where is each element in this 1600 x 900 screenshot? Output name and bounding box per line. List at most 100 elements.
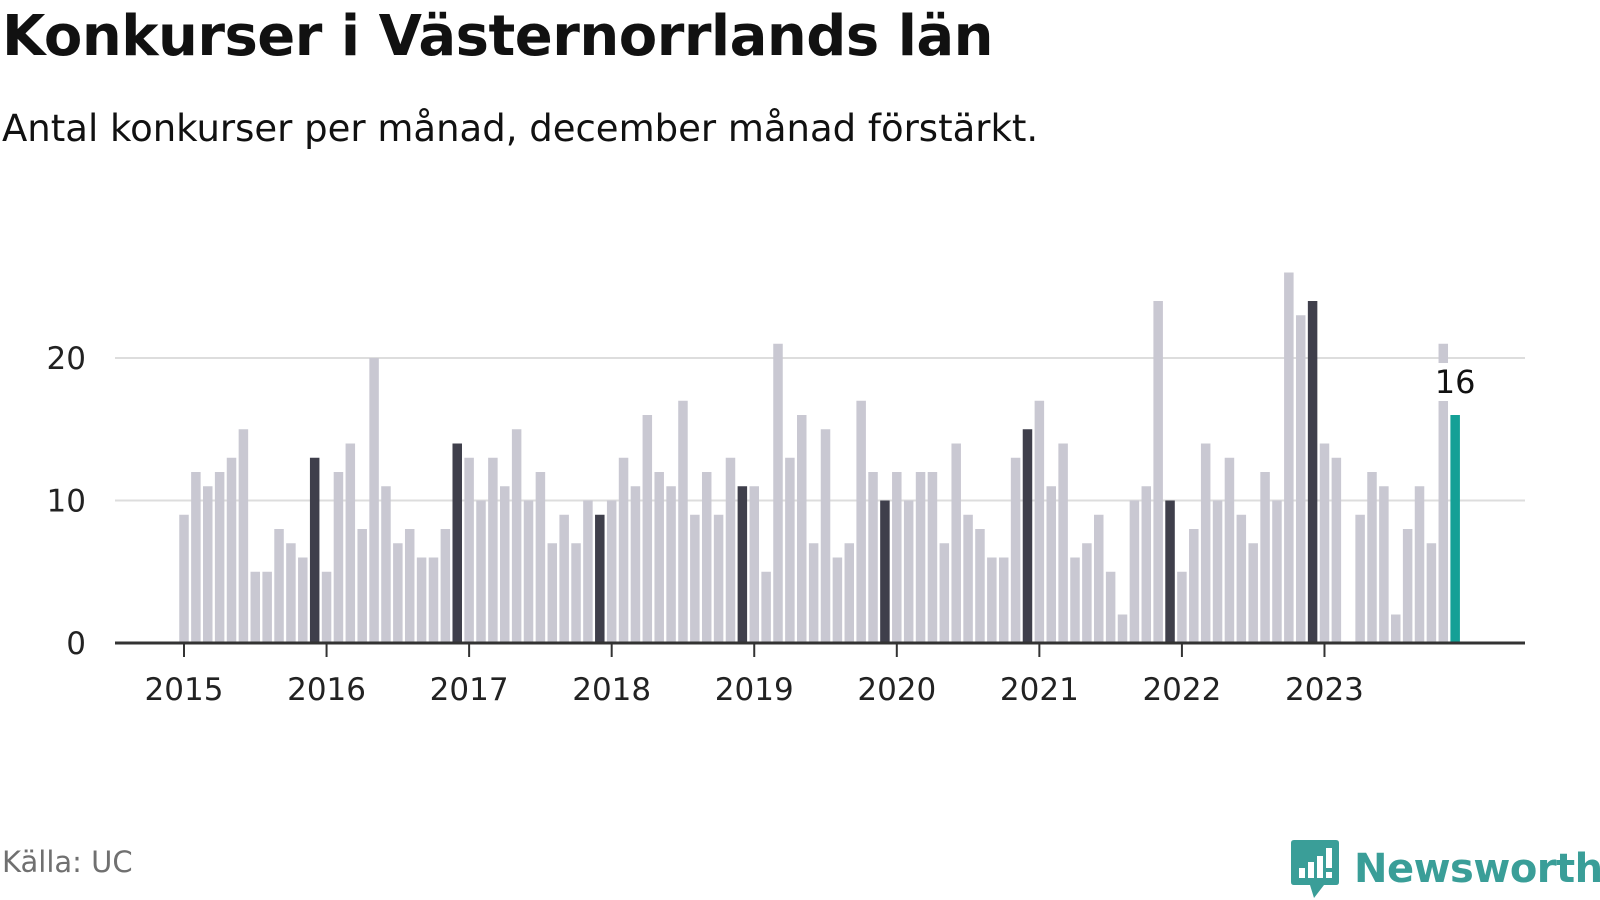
bar [488,457,498,643]
bar-latest [1450,415,1460,643]
bar [618,457,629,643]
x-tick-label: 2019 [715,672,794,708]
bar [1058,443,1068,643]
bar [1402,529,1413,643]
bar [393,543,403,643]
bar [642,415,653,643]
bar [1177,571,1187,643]
bar [1295,315,1306,643]
bar [226,457,237,643]
bar [1248,543,1258,643]
x-tick-label: 2018 [572,672,651,708]
bar [476,500,486,643]
source-note: Källa: UC [2,845,133,879]
bar [951,443,961,643]
bar [915,472,926,643]
bar [797,415,807,643]
bar [820,429,831,643]
bar [1153,301,1163,643]
bar [1082,543,1092,643]
chart-subtitle: Antal konkurser per månad, december måna… [2,107,1039,150]
y-tick-label: 0 [66,626,86,662]
bar [500,486,510,643]
bar [1319,443,1330,643]
bar [808,543,819,643]
bar [1284,272,1294,643]
bar [832,557,843,643]
bar [1200,443,1211,643]
bar-december [1022,429,1033,643]
x-tick-label: 2023 [1285,672,1364,708]
bar [1212,500,1223,643]
bar-december [880,500,890,643]
bar [1117,614,1128,643]
bar [975,529,985,643]
bar-december [595,514,605,643]
bar [1331,457,1342,643]
bar [345,443,356,643]
bar [1414,486,1425,643]
bar [1367,472,1377,643]
bar [654,472,664,643]
bar [1129,500,1140,643]
x-tick-label: 2022 [1142,672,1221,708]
bar [203,486,213,643]
bar [678,400,688,643]
bar [333,472,344,643]
bar [238,429,249,643]
bar [1391,614,1401,643]
y-tick-label: 20 [47,341,86,377]
value-label-background [1433,363,1478,401]
bar [1272,500,1282,643]
bar-december [1165,500,1175,643]
bar [868,472,878,643]
bar [1105,571,1116,643]
bar [856,400,866,643]
bar [511,429,522,643]
bar [321,571,332,643]
bar [690,514,700,643]
bar-december [1307,301,1318,643]
bar [773,343,783,643]
bar [523,500,534,643]
bar [987,557,997,643]
bar-december [309,457,320,643]
bar [274,529,284,643]
x-tick-label: 2020 [857,672,936,708]
bar [416,557,427,643]
bar-december [452,443,462,643]
bar [428,557,439,643]
bar [666,486,676,643]
bar [701,472,712,643]
bar [179,514,189,643]
bar [191,472,201,643]
bar [1438,343,1449,643]
bar [1046,486,1056,643]
bar [844,543,855,643]
bar [298,557,308,643]
bar [903,500,914,643]
newsworthy-logo-icon [1291,840,1339,898]
bar [785,457,795,643]
bar [1010,457,1021,643]
bar [963,514,973,643]
bar [440,529,451,643]
bar [286,543,296,643]
bar [464,457,474,643]
brand-name: Newsworthy [1354,846,1600,892]
bar [357,529,367,643]
bar [250,571,261,643]
bar [1379,486,1389,643]
x-tick-label: 2021 [1000,672,1079,708]
bar [1236,514,1247,643]
bar [214,472,225,643]
bar [713,514,724,643]
bar [761,571,771,643]
bar [583,500,593,643]
bar [1426,543,1437,643]
bar [1260,472,1270,643]
bar [535,472,546,643]
bar-december [737,486,748,643]
bar [262,571,272,643]
x-tick-label: 2016 [287,672,366,708]
